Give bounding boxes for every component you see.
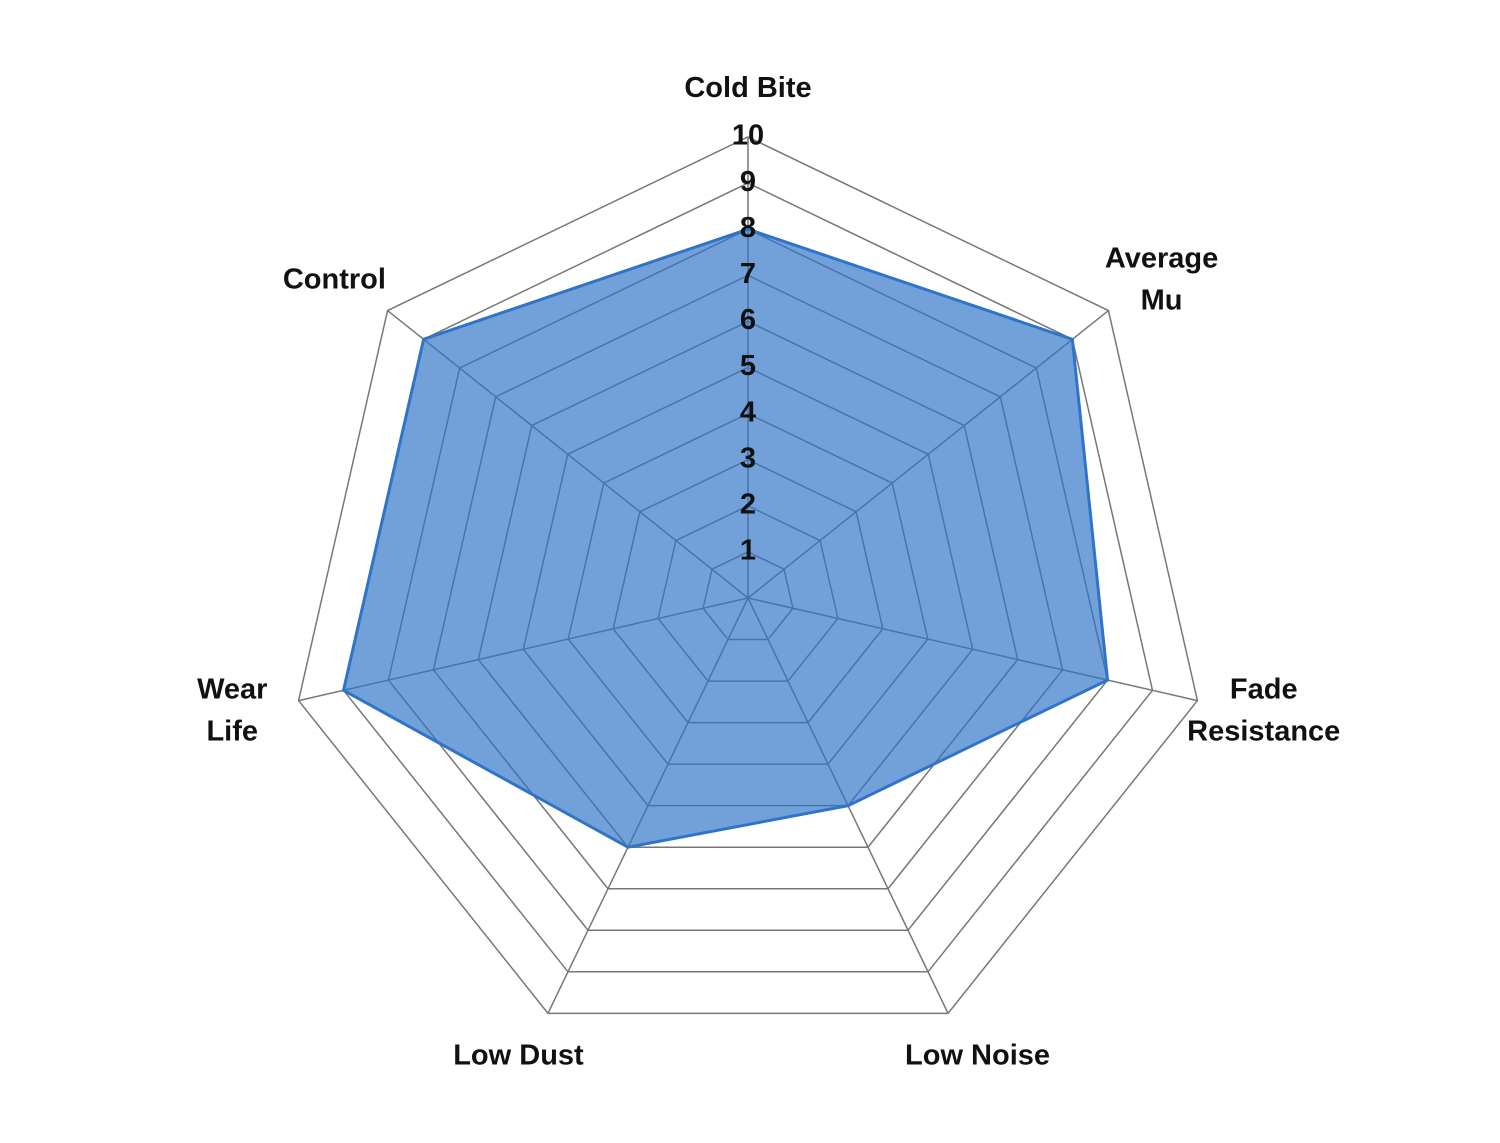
category-label: Cold Bite (684, 72, 811, 104)
category-label-line: Low Noise (905, 1039, 1050, 1071)
category-label: Average Mu (1105, 242, 1218, 316)
grid-ring (297, 136, 1199, 1015)
category-label-line: Average (1105, 242, 1218, 274)
category-label-line: Wear (197, 673, 267, 705)
category-label-line: Resistance (1187, 715, 1340, 747)
category-label-line: Mu (1141, 284, 1183, 316)
r-tick-label: 9 (740, 166, 756, 198)
r-tick-label: 5 (740, 350, 756, 382)
r-tick-label: 6 (740, 304, 756, 336)
category-label-line: Life (206, 715, 258, 747)
r-tick-label: 7 (740, 258, 756, 290)
category-label-line: Low Dust (453, 1039, 584, 1071)
r-tick-label: 4 (740, 396, 756, 428)
category-label: Low Noise (905, 1039, 1050, 1071)
r-tick-label: 1 (740, 535, 756, 567)
r-tick-label: 8 (740, 212, 756, 244)
category-label-line: Control (283, 263, 386, 295)
category-label: Control (283, 263, 386, 295)
series-area (341, 227, 1110, 849)
category-label: Fade Resistance (1187, 673, 1340, 747)
r-tick-label: 10 (732, 120, 764, 152)
category-label-line: Fade (1230, 673, 1298, 705)
r-tick-label: 2 (740, 488, 756, 520)
r-tick-label: 3 (740, 442, 756, 474)
category-label: Low Dust (453, 1039, 584, 1071)
category-label: Wear Life (197, 673, 267, 747)
category-label-line: Cold Bite (684, 72, 811, 104)
